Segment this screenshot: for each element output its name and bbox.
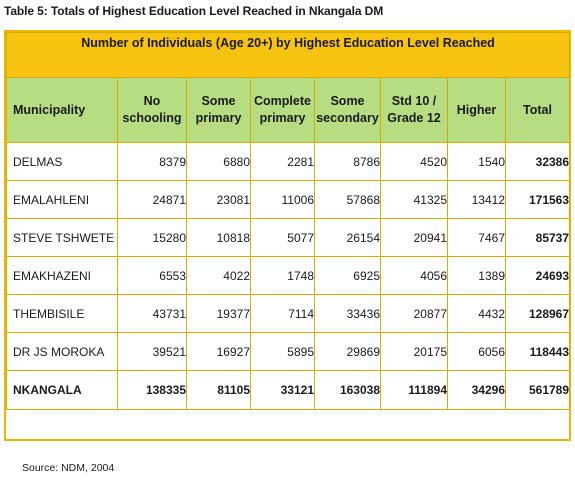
table-row: STEVE TSHWETE 15280 10818 5077 26154 209…: [6, 218, 571, 257]
cell-some-primary: 6880: [186, 142, 251, 181]
cell-municipality: EMALAHLENI: [6, 180, 118, 219]
cell-total: 32386: [504, 142, 571, 181]
table-banner: Number of Individuals (Age 20+) by Highe…: [5, 32, 571, 78]
column-header-municipality: Municipality: [6, 77, 118, 143]
column-header-complete-primary: Complete primary: [250, 77, 315, 143]
cell-grade12: 41325: [380, 180, 448, 219]
cell-total: 118443: [504, 332, 571, 371]
cell-some-primary: 23081: [186, 180, 251, 219]
cell-higher: 34296: [447, 370, 506, 410]
cell-complete-primary: 7114: [250, 294, 315, 333]
cell-some-primary: 81105: [186, 370, 251, 410]
table-caption: Table 5: Totals of Highest Education Lev…: [4, 4, 384, 18]
source-note: Source: NDM, 2004: [22, 462, 115, 474]
column-header-some-primary: Some primary: [186, 77, 251, 143]
cell-grade12: 20877: [380, 294, 448, 333]
cell-grade12: 111894: [380, 370, 448, 410]
cell-total: 561789: [504, 370, 571, 410]
education-table: Number of Individuals (Age 20+) by Highe…: [5, 32, 571, 410]
cell-complete-primary: 11006: [250, 180, 315, 219]
grand-total-row: NKANGALA 138335 81105 33121 163038 11189…: [6, 370, 571, 410]
cell-municipality: DELMAS: [6, 142, 118, 181]
cell-some-secondary: 8786: [314, 142, 381, 181]
cell-no-schooling: 15280: [117, 218, 187, 257]
cell-some-primary: 19377: [186, 294, 251, 333]
cell-grade12: 20941: [380, 218, 448, 257]
column-header-total: Total: [504, 77, 571, 143]
column-header-some-secondary: Some secondary: [314, 77, 381, 143]
cell-municipality: DR JS MOROKA: [6, 332, 118, 371]
cell-no-schooling: 39521: [117, 332, 187, 371]
cell-grade12: 4056: [380, 256, 448, 295]
cell-grade12: 4520: [380, 142, 448, 181]
cell-complete-primary: 5895: [250, 332, 315, 371]
cell-some-secondary: 26154: [314, 218, 381, 257]
cell-no-schooling: 43731: [117, 294, 187, 333]
cell-municipality: EMAKHAZENI: [6, 256, 118, 295]
cell-complete-primary: 33121: [250, 370, 315, 410]
cell-no-schooling: 8379: [117, 142, 187, 181]
cell-total: 171563: [504, 180, 571, 219]
cell-municipality: STEVE TSHWETE: [6, 218, 118, 257]
cell-higher: 13412: [447, 180, 506, 219]
cell-municipality: THEMBISILE: [6, 294, 118, 333]
cell-higher: 4432: [447, 294, 506, 333]
cell-complete-primary: 1748: [250, 256, 315, 295]
cell-some-primary: 4022: [186, 256, 251, 295]
column-header-no-schooling: No schooling: [117, 77, 187, 143]
cell-total: 24693: [504, 256, 571, 295]
cell-higher: 1389: [447, 256, 506, 295]
cell-no-schooling: 138335: [117, 370, 187, 410]
column-header-grade12: Std 10 /Grade 12: [380, 77, 448, 143]
cell-total: 85737: [504, 218, 571, 257]
table-row: THEMBISILE 43731 19377 7114 33436 20877 …: [6, 294, 571, 333]
table-row: EMAKHAZENI 6553 4022 1748 6925 4056 1389…: [6, 256, 571, 295]
cell-higher: 1540: [447, 142, 506, 181]
cell-complete-primary: 2281: [250, 142, 315, 181]
cell-some-secondary: 57868: [314, 180, 381, 219]
column-header-higher: Higher: [447, 77, 506, 143]
cell-no-schooling: 24871: [117, 180, 187, 219]
table-row: DR JS MOROKA 39521 16927 5895 29869 2017…: [6, 332, 571, 371]
cell-grade12: 20175: [380, 332, 448, 371]
table-row: EMALAHLENI 24871 23081 11006 57868 41325…: [6, 180, 571, 219]
cell-some-primary: 16927: [186, 332, 251, 371]
cell-some-secondary: 163038: [314, 370, 381, 410]
cell-some-secondary: 29869: [314, 332, 381, 371]
cell-higher: 6056: [447, 332, 506, 371]
cell-total: 128967: [504, 294, 571, 333]
cell-complete-primary: 5077: [250, 218, 315, 257]
cell-some-primary: 10818: [186, 218, 251, 257]
education-table-frame: Number of Individuals (Age 20+) by Highe…: [4, 30, 571, 441]
cell-no-schooling: 6553: [117, 256, 187, 295]
cell-some-secondary: 6925: [314, 256, 381, 295]
cell-some-secondary: 33436: [314, 294, 381, 333]
cell-municipality: NKANGALA: [6, 370, 118, 410]
cell-higher: 7467: [447, 218, 506, 257]
table-row: DELMAS 8379 6880 2281 8786 4520 1540 323…: [6, 142, 571, 181]
header-row: Municipality No schooling Some primary Com…: [6, 77, 571, 143]
